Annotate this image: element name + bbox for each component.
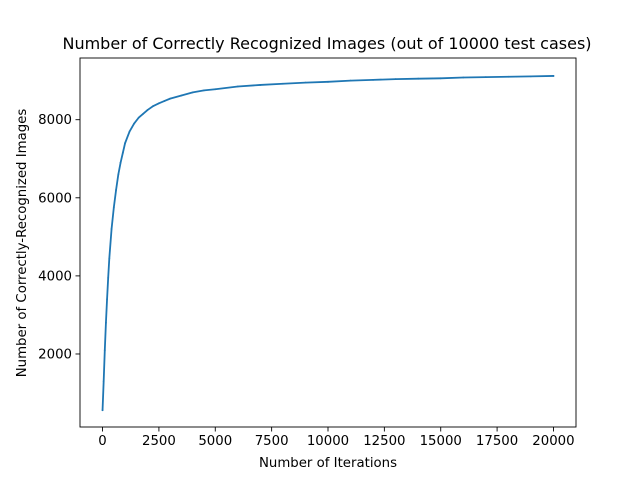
series-point — [137, 116, 140, 119]
series-point — [128, 130, 131, 133]
x-tick-label: 17500 — [476, 434, 518, 449]
x-tick-label: 7500 — [255, 434, 289, 449]
series-point — [119, 161, 122, 164]
series-point — [110, 228, 113, 230]
y-tick-label: 4000 — [38, 269, 72, 284]
series-point — [214, 88, 217, 91]
series-point — [236, 85, 239, 88]
x-tick-label: 12500 — [363, 434, 405, 449]
plot-frame — [79, 57, 577, 428]
series-point — [101, 409, 104, 412]
y-tick-label: 2000 — [38, 347, 72, 362]
series-point — [304, 81, 307, 84]
series-point — [530, 75, 532, 78]
series-point — [394, 78, 397, 80]
series-point — [112, 206, 115, 209]
y-tick-label: 8000 — [38, 113, 72, 128]
series-point — [552, 75, 555, 77]
x-tick-label: 15000 — [420, 434, 462, 449]
chart-title: Number of Correctly Recognized Images (o… — [62, 34, 591, 53]
series-point — [203, 89, 205, 92]
series-point — [259, 84, 262, 86]
series-point — [146, 109, 149, 111]
x-tick-label: 2500 — [142, 434, 176, 449]
series-point — [124, 142, 126, 145]
series-point — [107, 276, 110, 279]
x-tick-label: 5000 — [198, 434, 232, 449]
series-point — [133, 122, 136, 125]
series-point — [106, 298, 108, 301]
x-axis-label: Number of Iterations — [259, 456, 397, 471]
series-line — [101, 75, 555, 412]
x-tick-label: 0 — [98, 434, 106, 449]
series-point — [103, 349, 106, 351]
series-point — [152, 105, 155, 107]
y-axis-ticks: 2000 4000 6000 8000 — [38, 113, 80, 362]
series-point — [105, 321, 107, 324]
series-point — [115, 189, 117, 191]
series-point — [191, 91, 194, 94]
series-point — [163, 100, 166, 102]
series-line-group — [101, 75, 555, 412]
series-point — [117, 173, 120, 176]
series-point — [372, 78, 374, 81]
series-point — [121, 151, 124, 154]
x-tick-label: 20000 — [532, 434, 574, 449]
x-axis-ticks: 0 2500 5000 7500 10000 12500 15000 17500 20000 — [98, 427, 575, 449]
series-point — [102, 380, 105, 383]
x-tick-label: 10000 — [307, 434, 349, 449]
series-point — [327, 80, 329, 83]
series-point — [180, 94, 183, 97]
series-point — [158, 102, 160, 105]
series-point — [439, 77, 442, 80]
series-point — [462, 76, 465, 79]
series-point — [169, 97, 172, 100]
series-point — [417, 77, 420, 80]
y-axis-label: Number of Correctly-Recognized Images — [15, 109, 30, 378]
series-point — [484, 76, 487, 79]
series-point — [282, 82, 284, 85]
series-point — [142, 112, 145, 115]
y-tick-label: 6000 — [38, 191, 72, 206]
series-point — [108, 257, 111, 260]
series-point — [507, 75, 510, 78]
series-point — [349, 79, 352, 82]
